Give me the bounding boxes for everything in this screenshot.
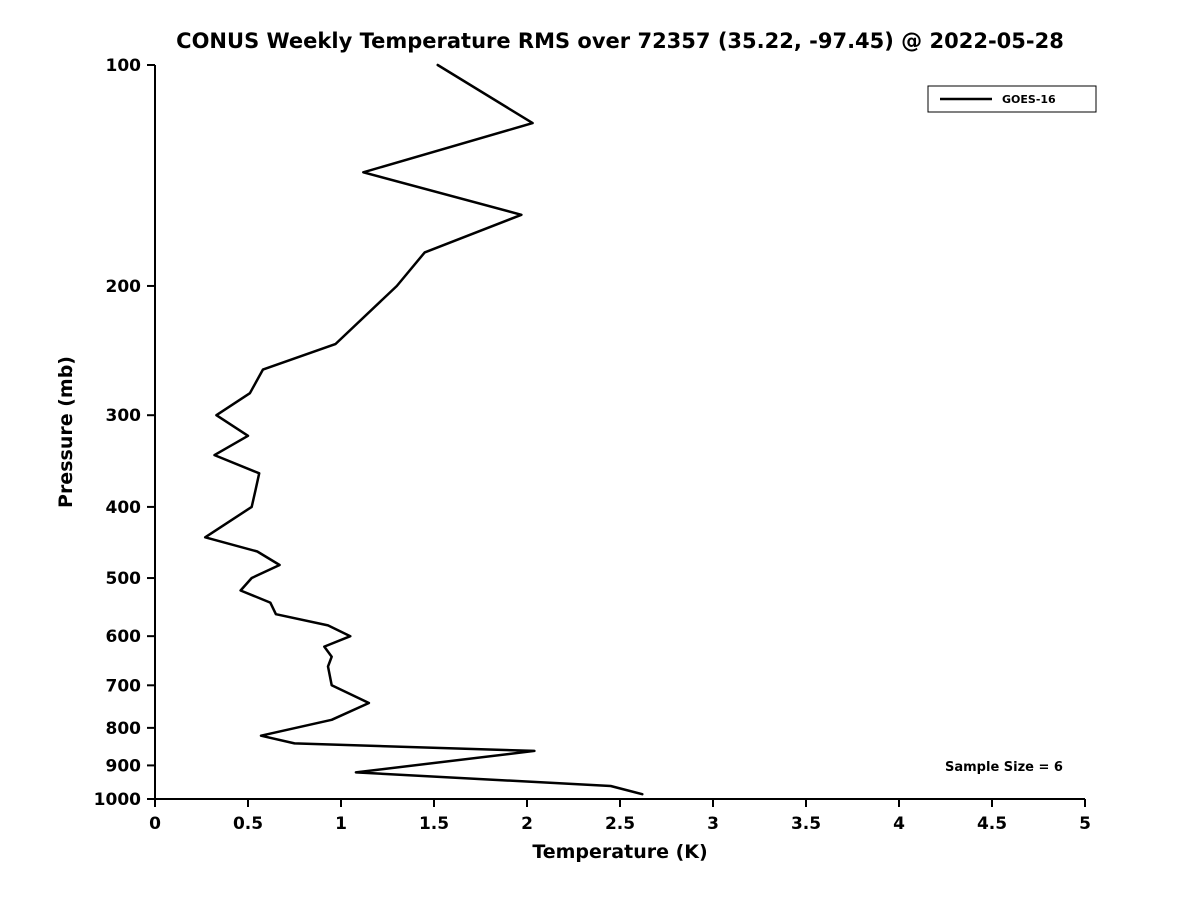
- x-tick-label: 4.5: [977, 814, 1007, 834]
- chart-title: CONUS Weekly Temperature RMS over 72357 …: [176, 29, 1064, 53]
- y-tick-label: 800: [106, 719, 142, 739]
- sample-size-annotation: Sample Size = 6: [945, 760, 1063, 775]
- y-tick-label: 900: [106, 756, 142, 776]
- legend: GOES-16: [927, 85, 1097, 113]
- x-tick-label: 2: [521, 814, 533, 834]
- y-axis-label: Pressure (mb): [55, 356, 77, 508]
- legend-label: GOES-16: [1002, 93, 1056, 106]
- plot-area: 0 0.5 1 1.5 2 2.5 3 3.5 4 4.5 5 100 200 300 400 500 600 7…: [94, 56, 1091, 834]
- y-tick-label: 200: [106, 277, 142, 297]
- y-tick-label: 700: [106, 676, 142, 696]
- x-tick-label: 2.5: [605, 814, 635, 834]
- y-tick-label: 300: [106, 406, 142, 426]
- x-tick-label: 5: [1079, 814, 1091, 834]
- y-tick-label: 1000: [94, 790, 141, 810]
- y-tick-label: 400: [106, 498, 142, 518]
- x-tick-label: 4: [893, 814, 905, 834]
- x-tick-label: 1: [335, 814, 347, 834]
- y-tick-label: 100: [106, 56, 142, 76]
- y-tick-label: 600: [106, 627, 142, 647]
- y-tick-label: 500: [106, 569, 142, 589]
- x-tick-label: 0: [149, 814, 161, 834]
- x-tick-label: 0.5: [233, 814, 263, 834]
- x-tick-label: 3: [707, 814, 719, 834]
- x-axis-label: Temperature (K): [532, 841, 707, 863]
- x-tick-label: 1.5: [419, 814, 449, 834]
- x-tick-label: 3.5: [791, 814, 821, 834]
- plot-line-goes-16: [203, 63, 644, 796]
